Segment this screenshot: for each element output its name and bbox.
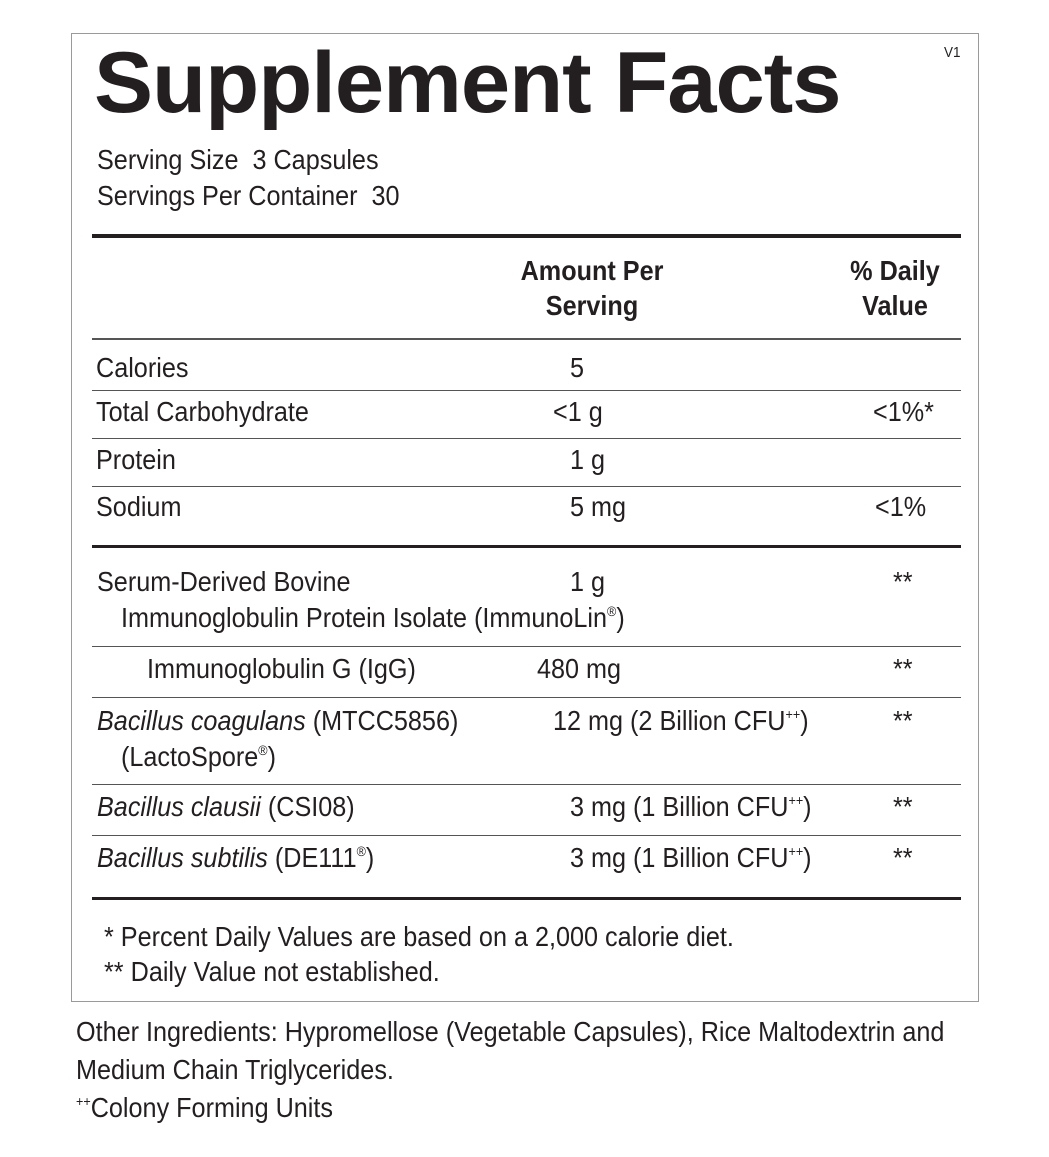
row-daily-value: ** bbox=[893, 705, 913, 736]
registered-mark: ® bbox=[356, 843, 366, 859]
version-label: V1 bbox=[944, 44, 961, 61]
species-name: Bacillus coagulans bbox=[97, 705, 306, 736]
divider bbox=[92, 486, 961, 487]
other-ingredients: Other Ingredients: Hypromellose (Vegetab… bbox=[76, 1016, 945, 1047]
footnote: ** Daily Value not established. bbox=[104, 956, 440, 987]
cfu-mark: ++ bbox=[785, 706, 801, 722]
row-daily-value: <1% bbox=[875, 491, 927, 522]
divider bbox=[92, 697, 961, 698]
row-daily-value: ** bbox=[893, 791, 913, 822]
divider bbox=[92, 338, 961, 340]
row-name-text: (LactoSpore bbox=[121, 741, 259, 772]
registered-mark: ® bbox=[607, 603, 617, 619]
amount-text: ) bbox=[803, 791, 812, 822]
row-name: Serum-Derived Bovine bbox=[97, 566, 351, 597]
row-amount: 5 bbox=[570, 352, 585, 383]
row-daily-value: ** bbox=[893, 566, 913, 597]
row-name-text: ) bbox=[616, 602, 625, 633]
header-daily-value: % Daily bbox=[850, 255, 940, 286]
row-name: Protein bbox=[96, 444, 176, 475]
divider bbox=[92, 646, 961, 647]
row-name: Total Carbohydrate bbox=[96, 396, 309, 427]
row-name: Calories bbox=[96, 352, 189, 383]
divider-thick bbox=[92, 545, 961, 548]
cfu-note-text: Colony Forming Units bbox=[90, 1092, 334, 1123]
amount-text: 12 mg (2 Billion CFU bbox=[553, 705, 786, 736]
row-amount: 3 mg (1 Billion CFU++) bbox=[570, 842, 812, 874]
divider bbox=[92, 390, 961, 391]
row-name-continued: (LactoSpore®) bbox=[121, 741, 276, 773]
row-name: Sodium bbox=[96, 491, 182, 522]
row-name: Immunoglobulin G (IgG) bbox=[147, 653, 416, 684]
row-amount: 5 mg bbox=[570, 491, 627, 522]
divider-thick bbox=[92, 234, 961, 238]
row-name-continued: Immunoglobulin Protein Isolate (ImmunoLi… bbox=[121, 602, 625, 634]
row-amount: 480 mg bbox=[537, 653, 622, 684]
footnote: * Percent Daily Values are based on a 2,… bbox=[104, 921, 734, 952]
divider bbox=[92, 438, 961, 439]
cfu-note: ++Colony Forming Units bbox=[76, 1092, 333, 1124]
cfu-mark: ++ bbox=[76, 1093, 91, 1109]
divider-thick bbox=[92, 897, 961, 900]
amount-text: ) bbox=[803, 842, 812, 873]
other-ingredients: Medium Chain Triglycerides. bbox=[76, 1054, 394, 1085]
row-amount: 1 g bbox=[570, 444, 606, 475]
amount-text: 3 mg (1 Billion CFU bbox=[570, 842, 789, 873]
row-daily-value: <1%* bbox=[873, 396, 934, 427]
strain: (CSI08) bbox=[260, 791, 355, 822]
row-amount: <1 g bbox=[553, 396, 603, 427]
header-amount: Amount Per bbox=[520, 255, 664, 286]
registered-mark: ® bbox=[258, 742, 268, 758]
cfu-mark: ++ bbox=[788, 792, 804, 808]
row-name: Bacillus coagulans (MTCC5856) bbox=[97, 705, 458, 737]
header-amount: Serving bbox=[545, 290, 639, 321]
row-amount: 12 mg (2 Billion CFU++) bbox=[553, 705, 809, 737]
row-daily-value: ** bbox=[893, 842, 913, 873]
strain: ) bbox=[365, 842, 375, 873]
header-daily-value: Value bbox=[862, 290, 928, 321]
facts-panel-border bbox=[71, 33, 979, 1002]
strain: (DE111 bbox=[267, 842, 357, 873]
row-amount: 1 g bbox=[570, 566, 606, 597]
divider bbox=[92, 835, 961, 836]
title: Supplement Facts bbox=[94, 35, 841, 131]
divider bbox=[92, 784, 961, 785]
amount-text: ) bbox=[800, 705, 809, 736]
amount-text: 3 mg (1 Billion CFU bbox=[570, 791, 789, 822]
row-name-text: ) bbox=[267, 741, 276, 772]
row-name-text: Immunoglobulin Protein Isolate (ImmunoLi… bbox=[121, 602, 608, 633]
strain: (MTCC5856) bbox=[305, 705, 459, 736]
cfu-mark: ++ bbox=[788, 843, 804, 859]
serving-size: Serving Size 3 Capsules bbox=[97, 144, 379, 175]
row-amount: 3 mg (1 Billion CFU++) bbox=[570, 791, 812, 823]
servings-per-container: Servings Per Container 30 bbox=[97, 180, 400, 211]
row-daily-value: ** bbox=[893, 653, 913, 684]
row-name: Bacillus clausii (CSI08) bbox=[97, 791, 355, 823]
species-name: Bacillus clausii bbox=[97, 791, 261, 822]
row-name: Bacillus subtilis (DE111®) bbox=[97, 842, 374, 874]
species-name: Bacillus subtilis bbox=[97, 842, 268, 873]
